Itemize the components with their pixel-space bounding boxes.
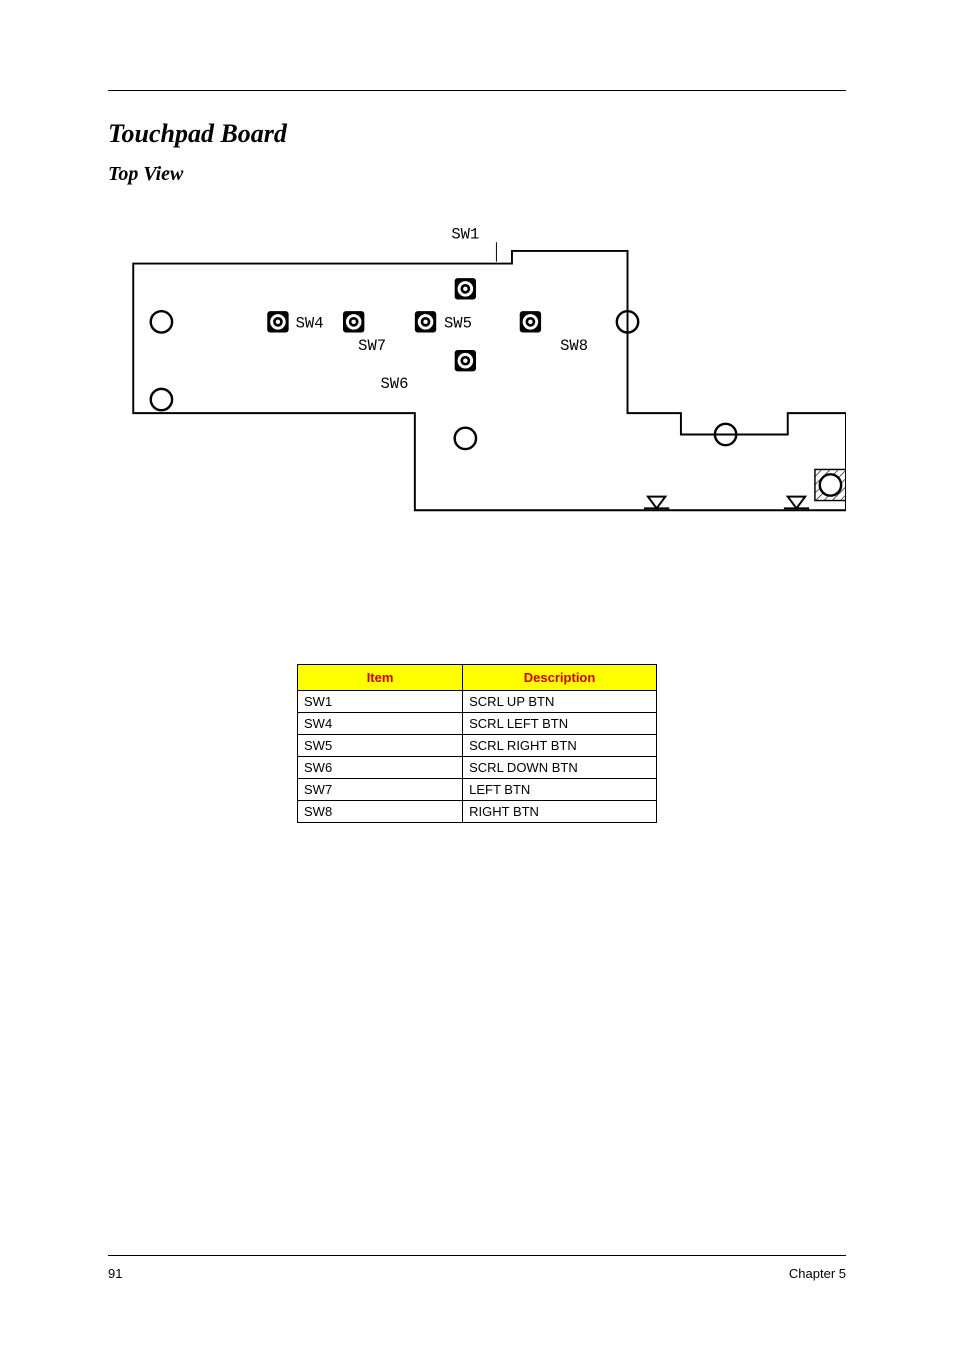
switch-sw4 <box>343 311 364 332</box>
chapter-label: Chapter 5 <box>789 1266 846 1281</box>
switch-center <box>276 320 280 324</box>
heading-touchpad-board: Touchpad Board <box>108 119 846 149</box>
footer-rule <box>108 1255 846 1256</box>
switch-center <box>463 287 467 291</box>
page-number: 91 <box>108 1266 122 1281</box>
cell-description: RIGHT BTN <box>463 801 657 823</box>
switch-sw1 <box>455 278 476 299</box>
table-header-row: Item Description <box>298 665 657 691</box>
mount-hole <box>151 311 172 332</box>
switch-sw5 <box>415 311 436 332</box>
cell-item: SW4 <box>298 713 463 735</box>
table-row: SW5SCRL RIGHT BTN <box>298 735 657 757</box>
switch-label: SW4 <box>296 315 324 333</box>
cell-item: SW8 <box>298 801 463 823</box>
touchpad-board-diagram: SW1 SW4 SW5 SW6 SW7 SW8 <box>108 214 846 554</box>
switch-label: SW7 <box>358 337 386 355</box>
switch-label: SW8 <box>560 337 588 355</box>
cell-item: SW6 <box>298 757 463 779</box>
switch-label: SW6 <box>380 375 408 393</box>
hatched-mount <box>815 469 846 500</box>
cell-description: SCRL RIGHT BTN <box>463 735 657 757</box>
footer: 91 Chapter 5 <box>108 1255 846 1281</box>
mount-hole <box>151 389 172 410</box>
switch-center <box>528 320 532 324</box>
switch-center <box>423 320 427 324</box>
switch-center <box>463 358 467 362</box>
table-container: Item Description SW1SCRL UP BTNSW4SCRL L… <box>108 664 846 823</box>
screw-hole <box>644 497 669 509</box>
heading-top-view: Top View <box>108 163 846 186</box>
cell-item: SW1 <box>298 691 463 713</box>
table-row: SW7LEFT BTN <box>298 779 657 801</box>
switch-center <box>351 320 355 324</box>
switch-label: SW1 <box>451 225 479 243</box>
page: Touchpad Board Top View SW1SW4SW5SW6SW7S… <box>0 0 954 1351</box>
table-row: SW6SCRL DOWN BTN <box>298 757 657 779</box>
switch-sw6 <box>455 350 476 371</box>
switch-sw8 <box>520 311 541 332</box>
board-outline <box>133 251 846 510</box>
screw-hole <box>784 497 809 509</box>
cell-description: LEFT BTN <box>463 779 657 801</box>
table-row: SW8RIGHT BTN <box>298 801 657 823</box>
switch-table: Item Description SW1SCRL UP BTNSW4SCRL L… <box>297 664 657 823</box>
cell-item: SW5 <box>298 735 463 757</box>
switch-label: SW5 <box>444 315 472 333</box>
switch-sw7 <box>267 311 288 332</box>
th-description: Description <box>463 665 657 691</box>
th-item: Item <box>298 665 463 691</box>
mount-hole <box>455 428 476 449</box>
cell-description: SCRL DOWN BTN <box>463 757 657 779</box>
diagram-container: SW1 SW4 SW5 SW6 SW7 SW8 <box>108 214 846 554</box>
table-row: SW1SCRL UP BTN <box>298 691 657 713</box>
cell-description: SCRL UP BTN <box>463 691 657 713</box>
cell-item: SW7 <box>298 779 463 801</box>
cell-description: SCRL LEFT BTN <box>463 713 657 735</box>
table-row: SW4SCRL LEFT BTN <box>298 713 657 735</box>
top-rule <box>108 90 846 91</box>
